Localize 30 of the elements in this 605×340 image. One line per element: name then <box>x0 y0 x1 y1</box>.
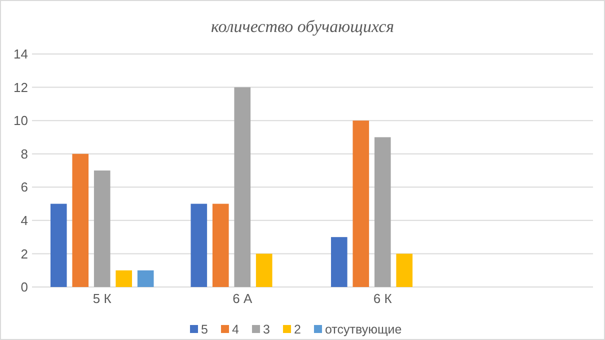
y-tick-label: 2 <box>20 246 28 262</box>
bar <box>190 204 208 287</box>
bar <box>212 204 229 287</box>
x-tick-label: 6 А <box>232 291 252 306</box>
legend-label: 5 <box>201 322 208 336</box>
bar <box>72 154 89 287</box>
legend-label: 2 <box>294 322 301 336</box>
x-tick-label: 6 К <box>373 291 392 306</box>
bar <box>116 270 132 287</box>
bar <box>374 137 391 287</box>
bar <box>330 237 348 287</box>
x-tick-label: 5 К <box>92 291 112 306</box>
chart-title: количество обучающихся <box>210 17 394 36</box>
bar <box>50 204 67 287</box>
y-tick-label: 0 <box>20 280 28 295</box>
y-tick-label: 14 <box>14 46 28 62</box>
bar <box>94 170 110 287</box>
bar <box>352 120 370 287</box>
legend-label: 3 <box>263 322 270 336</box>
y-tick-label: 10 <box>14 113 28 128</box>
y-tick-label: 12 <box>14 80 28 95</box>
y-tick-label: 6 <box>20 180 28 195</box>
bar <box>396 254 413 287</box>
bar <box>234 87 251 287</box>
bar <box>256 254 272 287</box>
y-tick-label: 8 <box>20 146 28 162</box>
bar <box>137 270 154 287</box>
y-tick-label: 4 <box>20 212 28 228</box>
legend-label: отсутвующие <box>325 322 402 336</box>
legend-label: 4 <box>232 322 239 336</box>
